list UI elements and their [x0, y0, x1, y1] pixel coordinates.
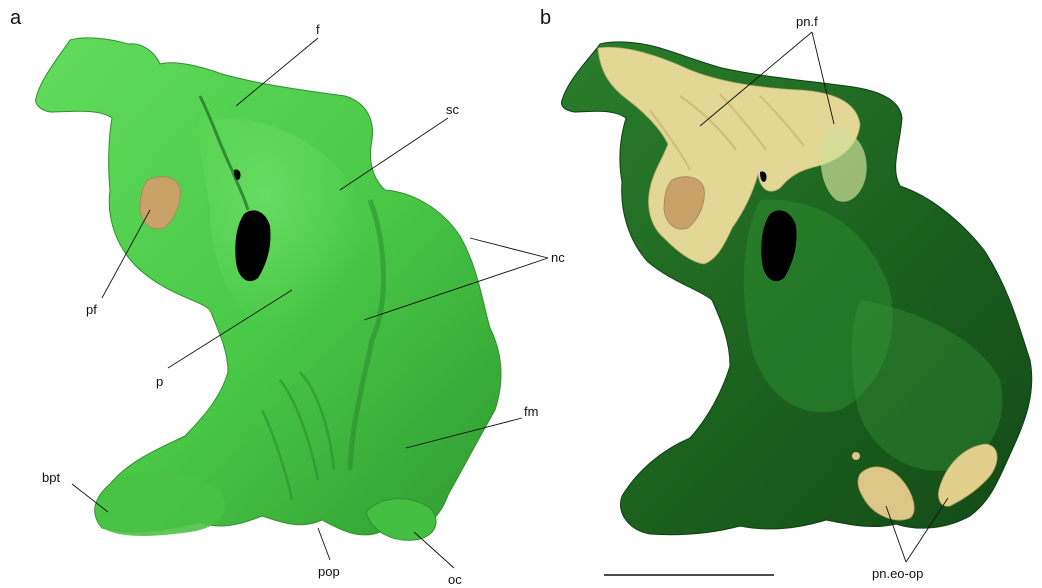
leader-pnf-2: [811, 31, 835, 125]
label-nc: nc: [551, 250, 565, 265]
label-pf: pf: [86, 302, 97, 317]
leader-pneoop-2: [905, 497, 949, 563]
pf-patch: [139, 176, 181, 230]
label-pneoop: pn.eo-op: [872, 566, 923, 581]
panel-b-letter: b: [540, 7, 551, 29]
leader-pop: [317, 527, 331, 561]
leader-oc: [413, 531, 455, 569]
foramen-b: [761, 210, 797, 282]
foramen-a: [235, 210, 271, 282]
label-fm: fm: [524, 404, 538, 419]
leader-pneoop-1: [885, 505, 907, 563]
panel-a: a: [10, 7, 565, 587]
pneumatic-pale-lobe-b: [820, 128, 867, 202]
leader-pf: [101, 209, 151, 299]
pf-patch-b: [663, 176, 705, 230]
leaders-a: [71, 37, 549, 569]
leader-sc: [339, 117, 449, 191]
braincase-3d-model-b: [561, 41, 1033, 536]
pneumatic-texture-b: [649, 93, 805, 171]
label-oc: oc: [448, 572, 462, 587]
leader-p: [167, 289, 293, 369]
leader-fm: [405, 417, 523, 449]
occipital-condyle-a: [365, 498, 437, 541]
panel-b: b pn.f pn.eo-op: [540, 7, 1033, 581]
braincase-3d-model-a: [35, 37, 502, 541]
label-f: f: [316, 22, 320, 37]
crest-ridge-a: [347, 199, 387, 471]
small-foramen-b: [760, 171, 767, 182]
panel-a-letter: a: [10, 7, 22, 29]
pneumatic-eo-op-left-b: [857, 466, 915, 521]
lower-process-texture-a: [260, 371, 336, 501]
leader-f: [235, 37, 319, 107]
leader-nc-1: [469, 237, 549, 259]
basipterygoid-process-a: [96, 472, 225, 536]
leader-nc-2: [363, 257, 549, 321]
frontal-suture-a: [198, 95, 250, 211]
pneumatic-frontal-b: [597, 46, 861, 265]
label-sc: sc: [446, 102, 460, 117]
label-pop: pop: [318, 564, 340, 579]
small-foramen-a: [234, 169, 241, 180]
lower-region-b: [851, 300, 1003, 471]
pneumatic-small-spot-b: [852, 452, 860, 460]
label-pnf: pn.f: [796, 14, 818, 29]
leaders-b: [699, 31, 949, 563]
leader-bpt: [71, 483, 109, 513]
label-p: p: [156, 374, 163, 389]
label-bpt: bpt: [42, 470, 60, 485]
leader-pnf-1: [699, 31, 813, 127]
